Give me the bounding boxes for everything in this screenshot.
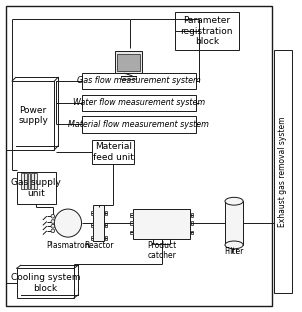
Bar <box>115 51 142 73</box>
Circle shape <box>54 209 82 237</box>
Bar <box>130 231 133 234</box>
Bar <box>130 221 133 225</box>
Bar <box>225 201 243 245</box>
Bar <box>91 236 93 240</box>
Text: Parameter
registration
block: Parameter registration block <box>181 16 233 46</box>
Bar <box>130 213 133 217</box>
Circle shape <box>51 229 55 233</box>
Text: Water flow measurement system: Water flow measurement system <box>73 98 205 107</box>
Bar <box>93 205 104 241</box>
Text: Reactor: Reactor <box>84 241 114 250</box>
Text: Material
feed unit: Material feed unit <box>93 142 134 162</box>
Circle shape <box>51 214 55 218</box>
Text: Exhaust gas removal system: Exhaust gas removal system <box>278 116 288 227</box>
Bar <box>21 173 24 189</box>
Bar <box>82 116 196 133</box>
Bar <box>191 221 193 225</box>
Ellipse shape <box>225 197 243 205</box>
Bar <box>82 95 196 111</box>
Bar <box>24 173 27 189</box>
Text: Gas flow measurement system: Gas flow measurement system <box>77 76 201 85</box>
Bar <box>274 50 292 293</box>
Bar <box>17 172 56 204</box>
Bar <box>191 213 193 217</box>
Bar <box>17 268 74 298</box>
Circle shape <box>51 220 55 223</box>
Bar <box>91 223 93 227</box>
Bar <box>133 209 190 239</box>
Ellipse shape <box>225 241 243 249</box>
Text: Gas supply
unit: Gas supply unit <box>11 178 61 198</box>
Bar <box>28 173 30 189</box>
Text: Material flow measurement system: Material flow measurement system <box>69 120 209 129</box>
Text: Plasmatron: Plasmatron <box>46 241 90 250</box>
Bar <box>105 236 107 240</box>
Bar <box>117 54 140 71</box>
Bar <box>105 223 107 227</box>
Bar <box>92 140 134 164</box>
Circle shape <box>51 224 55 228</box>
Bar <box>12 81 54 150</box>
Bar <box>121 76 136 79</box>
Bar <box>175 12 239 50</box>
Bar <box>191 231 193 234</box>
Bar <box>34 173 37 189</box>
Bar <box>31 173 34 189</box>
Text: Product
catcher: Product catcher <box>147 241 176 260</box>
Bar <box>91 211 93 215</box>
Text: Cooling system
block: Cooling system block <box>11 273 80 293</box>
Text: Power
supply: Power supply <box>18 106 48 125</box>
Bar <box>6 6 272 306</box>
Bar <box>105 211 107 215</box>
Text: Filter: Filter <box>224 247 244 256</box>
Bar <box>82 73 196 89</box>
